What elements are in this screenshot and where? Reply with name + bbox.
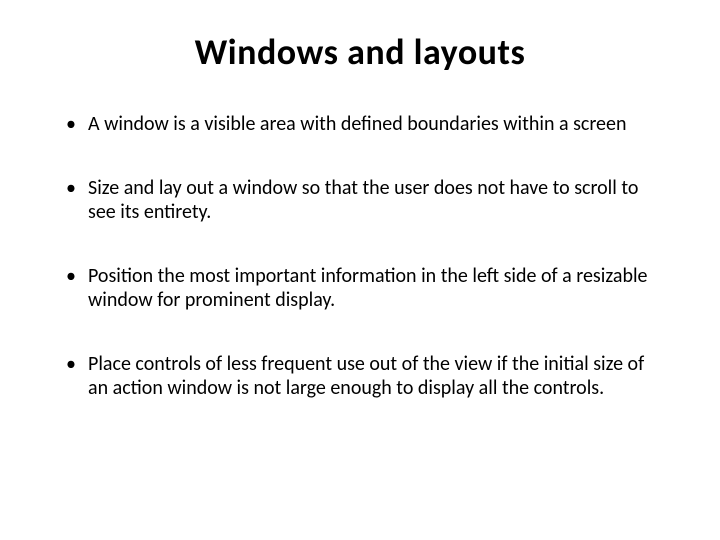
bullet-list: A window is a visible area with defined … <box>60 112 660 400</box>
bullet-item: Size and lay out a window so that the us… <box>60 176 660 224</box>
bullet-item: Place controls of less frequent use out … <box>60 352 660 400</box>
bullet-item: Position the most important information … <box>60 264 660 312</box>
slide-title: Windows and layouts <box>60 30 660 74</box>
bullet-item: A window is a visible area with defined … <box>60 112 660 136</box>
